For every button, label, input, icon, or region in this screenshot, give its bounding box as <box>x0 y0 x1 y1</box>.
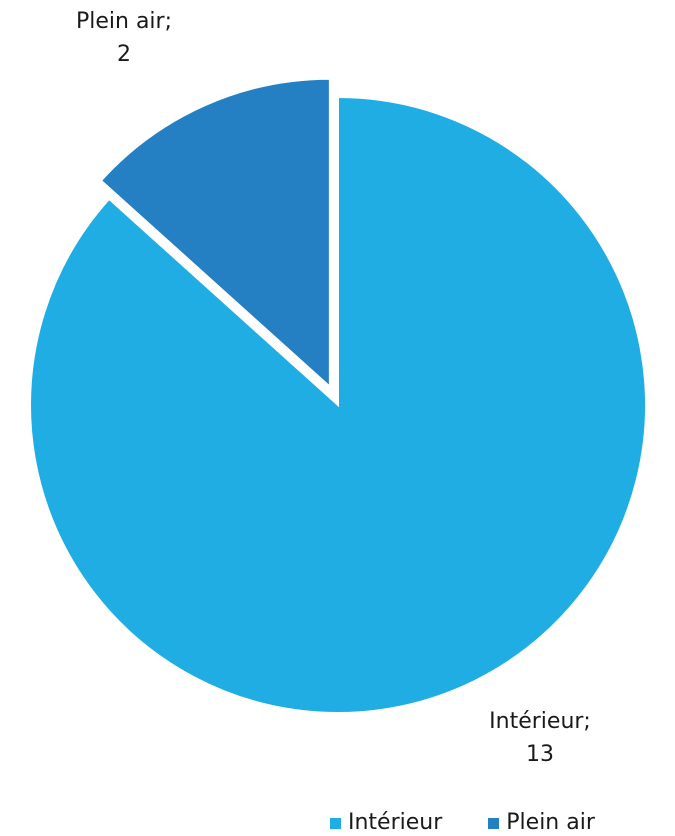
pie-slice-interieur[interactable] <box>29 95 647 714</box>
chart-legend: Intérieur Plein air <box>330 810 595 836</box>
data-value-interieur: 13 <box>526 742 554 767</box>
legend-swatch-plein-air <box>488 817 500 829</box>
data-label-interieur: Intérieur; <box>489 709 591 734</box>
legend-swatch-interieur <box>330 817 341 829</box>
pie-slice-plein-air[interactable] <box>99 77 331 389</box>
legend-item-plein-air[interactable]: Plein air <box>488 810 595 836</box>
data-label-plein-air: Plein air; <box>76 9 172 34</box>
legend-label-plein-air: Plein air <box>506 810 595 835</box>
legend-item-interieur[interactable]: Intérieur <box>330 810 442 836</box>
legend-label-interieur: Intérieur <box>348 810 443 835</box>
data-value-plein-air: 2 <box>117 42 131 67</box>
